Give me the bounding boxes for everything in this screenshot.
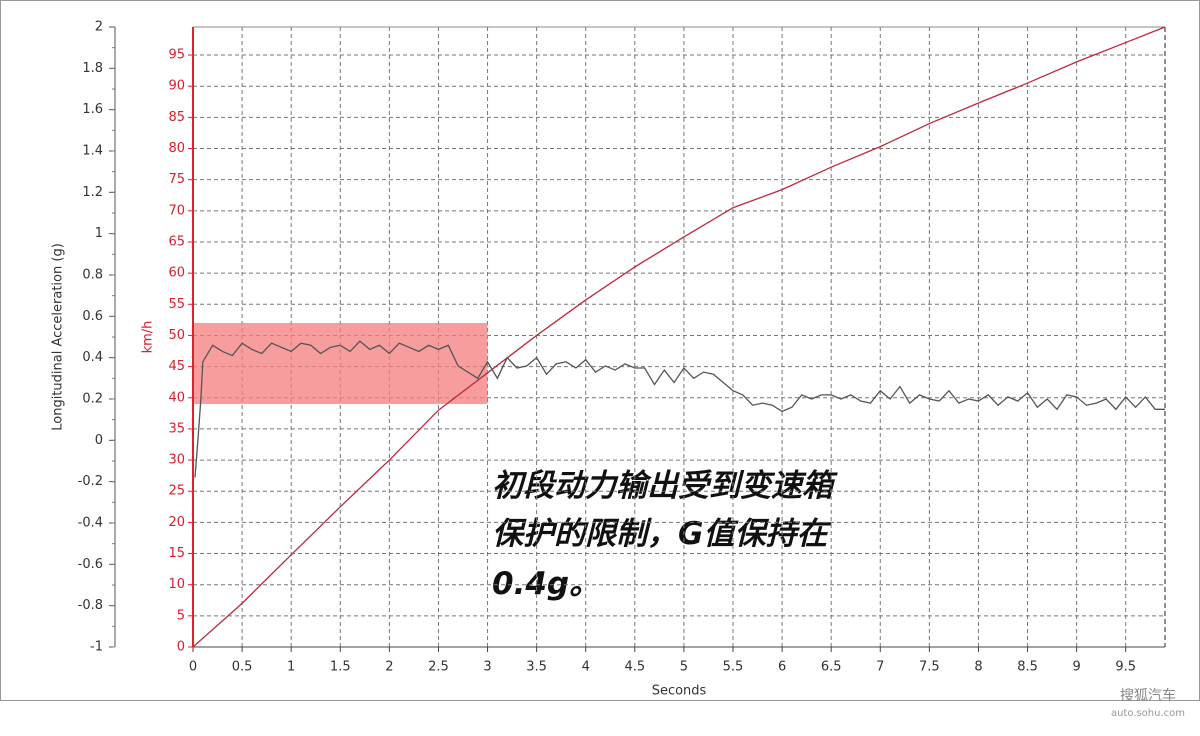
y-tick-label: -0.6	[78, 557, 103, 572]
x-tick-label: 5	[680, 660, 688, 675]
y-tick-label: 0	[95, 433, 103, 448]
data-line	[194, 340, 1165, 478]
x-tick-label: 4.5	[624, 660, 645, 675]
highlight-region	[193, 322, 488, 404]
y2-tick-label: 60	[168, 266, 185, 281]
y2-axis-label: km/h	[141, 321, 156, 354]
x-tick-label: 1.5	[330, 660, 351, 675]
y-tick-label: -0.8	[78, 598, 103, 613]
y2-tick-label: 5	[177, 608, 185, 623]
x-tick-label: 7.5	[919, 660, 940, 675]
y2-tick-label: 0	[177, 640, 185, 655]
y-tick-label: 1.6	[82, 102, 103, 117]
x-tick-label: 6	[778, 660, 786, 675]
y-tick-label: -0.2	[78, 474, 103, 489]
x-tick-label: 5.5	[723, 660, 744, 675]
y-tick-label: -0.4	[78, 516, 103, 531]
y2-tick-label: 70	[168, 203, 185, 218]
y-tick-label: 0.4	[82, 350, 103, 365]
x-tick-label: 0.5	[232, 660, 253, 675]
x-tick-label: 8.5	[1017, 660, 1038, 675]
annotation: 保护的限制，G值保持在	[492, 516, 832, 552]
x-tick-label: 8	[974, 660, 982, 675]
y2-tick-label: 25	[168, 484, 185, 499]
annotation: 0.4g。	[492, 566, 600, 602]
y-tick-label: 1.8	[82, 61, 103, 76]
x-tick-label: 9.5	[1115, 660, 1136, 675]
x-tick-label: 9	[1072, 660, 1080, 675]
y-tick-label: 1.4	[82, 144, 103, 159]
x-tick-label: 4	[582, 660, 590, 675]
watermark: auto.sohu.com	[1111, 708, 1185, 719]
y2-tick-label: 90	[168, 79, 185, 94]
x-tick-label: 1	[287, 660, 295, 675]
y2-tick-label: 40	[168, 390, 185, 405]
x-tick-label: 2	[385, 660, 393, 675]
x-tick-label: 3	[483, 660, 491, 675]
x-tick-label: 2.5	[428, 660, 449, 675]
data-line	[192, 26, 1166, 648]
y2-tick-label: 30	[168, 453, 185, 468]
y-tick-label: 0.6	[82, 309, 103, 324]
y2-tick-label: 65	[168, 234, 185, 249]
y2-tick-label: 95	[168, 48, 185, 63]
y2-tick-label: 20	[168, 515, 185, 530]
y2-tick-label: 35	[168, 421, 185, 436]
y2-tick-label: 55	[168, 297, 185, 312]
y2-tick-label: 50	[168, 328, 185, 343]
y-tick-label: 2	[95, 20, 103, 35]
annotation: 初段动力输出受到变速箱	[492, 468, 838, 504]
y-tick-label: -1	[90, 640, 103, 655]
x-axis-label: Seconds	[652, 684, 707, 699]
y-tick-label: 0.2	[82, 392, 103, 407]
watermark: 搜狐汽车	[1120, 687, 1176, 704]
y-tick-label: 1.2	[82, 185, 103, 200]
y-axis-label: Longitudinal Acceleration (g)	[51, 243, 66, 431]
y2-tick-label: 75	[168, 172, 185, 187]
y-tick-label: 1	[95, 226, 103, 241]
x-tick-label: 0	[189, 660, 197, 675]
x-tick-label: 3.5	[526, 660, 547, 675]
y2-tick-label: 85	[168, 110, 185, 125]
y2-tick-label: 15	[168, 546, 185, 561]
y-tick-label: 0.8	[82, 268, 103, 283]
y2-tick-label: 10	[168, 577, 185, 592]
y2-tick-label: 80	[168, 141, 185, 156]
y2-tick-label: 45	[168, 359, 185, 374]
x-tick-label: 7	[876, 660, 884, 675]
x-tick-label: 6.5	[821, 660, 842, 675]
